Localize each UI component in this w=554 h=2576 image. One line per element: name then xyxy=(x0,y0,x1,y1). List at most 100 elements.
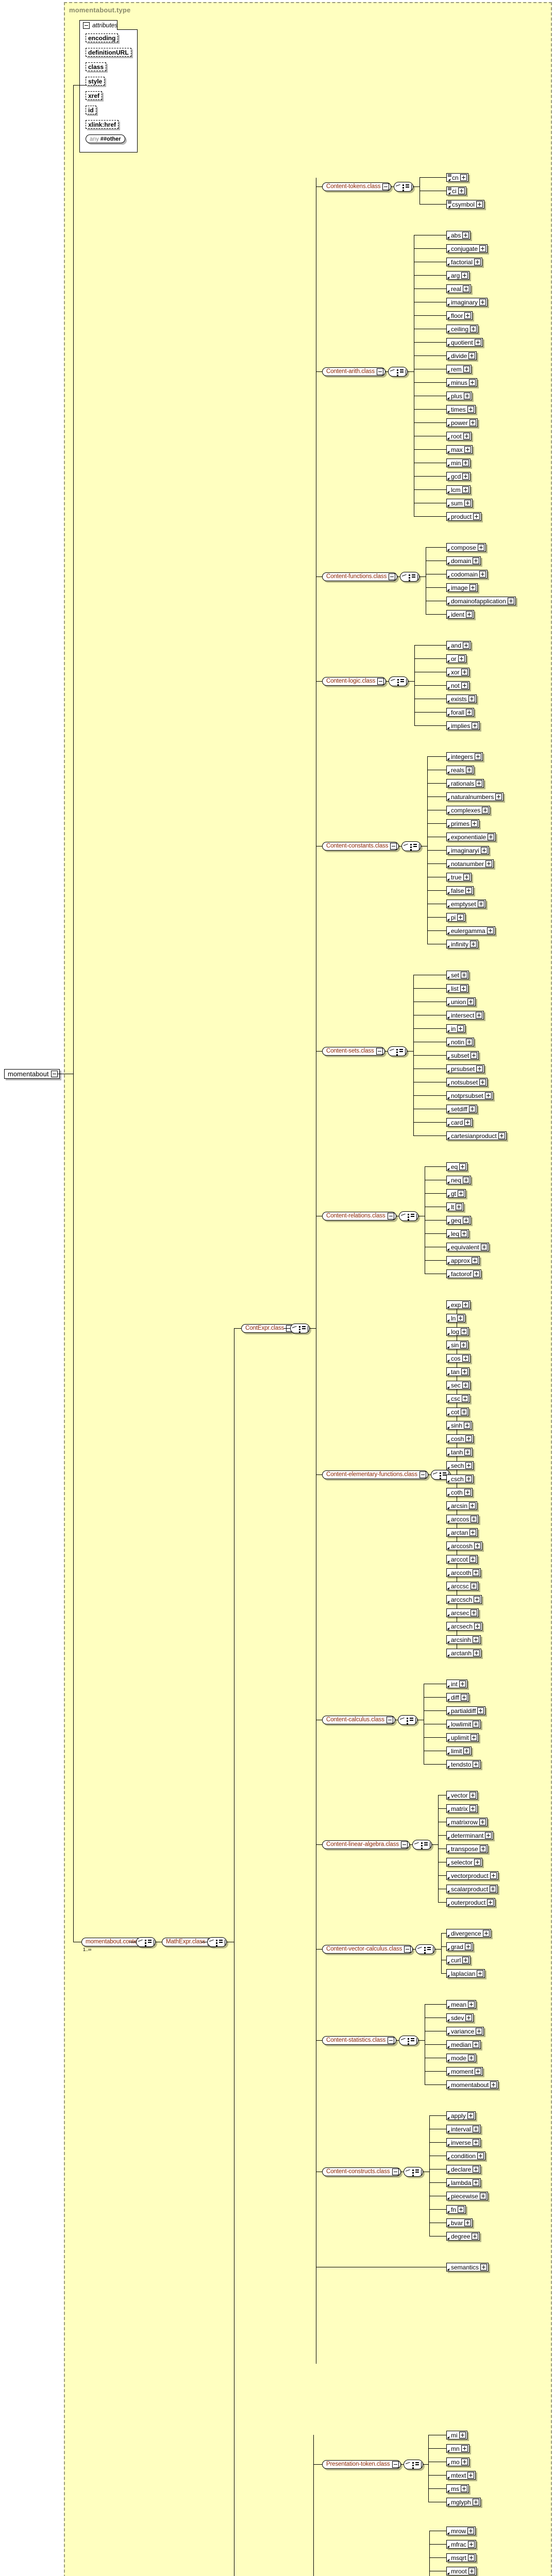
expand-toggle[interactable] xyxy=(475,753,481,760)
expand-toggle[interactable] xyxy=(464,312,471,319)
element-cn[interactable]: cn xyxy=(446,173,468,182)
group-content-linear-algebra-class[interactable]: Content-linear-algebra.class xyxy=(322,1840,410,1849)
collapse-toggle[interactable] xyxy=(419,1471,426,1478)
element-not[interactable]: not xyxy=(446,681,469,690)
element-cosh[interactable]: cosh xyxy=(446,1434,474,1443)
element-bvar[interactable]: bvar xyxy=(446,2218,473,2227)
element-mo[interactable]: mo xyxy=(446,2458,469,2466)
element-mode[interactable]: mode xyxy=(446,2054,476,2062)
expand-toggle[interactable] xyxy=(461,2485,467,2492)
group-content-functions-class[interactable]: Content-functions.class xyxy=(322,572,397,581)
expand-toggle[interactable] xyxy=(462,232,469,239)
expand-toggle[interactable] xyxy=(462,1355,469,1362)
element-mrow[interactable]: mrow xyxy=(446,2527,476,2535)
element-csymbol[interactable]: csymbol xyxy=(446,200,484,209)
expand-toggle[interactable] xyxy=(463,433,470,439)
group-presentation-token-class[interactable]: Presentation-token.class xyxy=(322,2460,401,2469)
expand-toggle[interactable] xyxy=(468,2055,475,2061)
expand-toggle[interactable] xyxy=(468,352,475,359)
element-and[interactable]: and xyxy=(446,641,471,650)
element-sec[interactable]: sec xyxy=(446,1381,471,1389)
expand-toggle[interactable] xyxy=(461,1328,467,1335)
expand-toggle[interactable] xyxy=(469,1529,476,1536)
element-sin[interactable]: sin xyxy=(446,1341,468,1349)
element-mi[interactable]: mi xyxy=(446,2431,467,2439)
element-min[interactable]: min xyxy=(446,459,471,467)
expand-toggle[interactable] xyxy=(470,941,477,947)
expand-toggle[interactable] xyxy=(476,2028,482,2035)
element-degree[interactable]: degree xyxy=(446,2232,480,2241)
element-apply[interactable]: apply xyxy=(446,2111,476,2120)
expand-toggle[interactable] xyxy=(464,393,471,399)
element-csc[interactable]: csc xyxy=(446,1394,470,1403)
collapse-toggle[interactable] xyxy=(404,1946,411,1953)
expand-toggle[interactable] xyxy=(464,1422,471,1429)
element-approx[interactable]: approx xyxy=(446,1256,480,1265)
expand-toggle[interactable] xyxy=(477,2153,484,2159)
choice-compositor[interactable] xyxy=(388,367,408,377)
choice-compositor[interactable] xyxy=(400,572,419,582)
expand-toggle[interactable] xyxy=(463,1177,469,1183)
expand-toggle[interactable] xyxy=(471,1583,477,1589)
expand-toggle[interactable] xyxy=(467,2112,474,2119)
expand-toggle[interactable] xyxy=(469,1805,476,1812)
element-cot[interactable]: cot xyxy=(446,1408,469,1416)
element-sinh[interactable]: sinh xyxy=(446,1421,472,1430)
element-arg[interactable]: arg xyxy=(446,271,469,280)
expand-toggle[interactable] xyxy=(476,201,483,208)
expand-toggle[interactable] xyxy=(460,985,467,992)
element-set[interactable]: set xyxy=(446,971,469,979)
expand-toggle[interactable] xyxy=(473,557,479,564)
element-arccot[interactable]: arccot xyxy=(446,1555,478,1564)
expand-toggle[interactable] xyxy=(462,1301,469,1308)
attribute-class[interactable]: class xyxy=(86,62,106,71)
expand-toggle[interactable] xyxy=(462,1957,469,1963)
expand-toggle[interactable] xyxy=(458,2206,464,2213)
expand-toggle[interactable] xyxy=(480,2193,486,2199)
group-content-relations-class[interactable]: Content-relations.class xyxy=(322,1212,396,1221)
element-real[interactable]: real xyxy=(446,284,471,293)
element-eulergamma[interactable]: eulergamma xyxy=(446,926,495,935)
expand-toggle[interactable] xyxy=(461,1368,468,1375)
choice-compositor[interactable] xyxy=(404,2460,423,2469)
expand-toggle[interactable] xyxy=(464,1489,471,1496)
expand-toggle[interactable] xyxy=(461,972,467,978)
element-gcd[interactable]: gcd xyxy=(446,472,471,481)
any-wildcard[interactable]: any ##other xyxy=(86,134,125,143)
expand-toggle[interactable] xyxy=(464,2219,471,2226)
element-exists[interactable]: exists xyxy=(446,694,477,703)
expand-toggle[interactable] xyxy=(498,1132,505,1139)
element-mglyph[interactable]: mglyph xyxy=(446,2498,481,2506)
element-image[interactable]: image xyxy=(446,583,478,592)
group-content-elementary-functions-class[interactable]: Content-elementary-functions.class xyxy=(322,1470,428,1479)
expand-toggle[interactable] xyxy=(475,339,481,346)
expand-toggle[interactable] xyxy=(463,366,470,372)
collapse-toggle[interactable] xyxy=(392,2461,399,2468)
element-lt[interactable]: lt xyxy=(446,1202,464,1211)
element-exp[interactable]: exp xyxy=(446,1300,471,1309)
element-lambda[interactable]: lambda xyxy=(446,2178,481,2187)
expand-toggle[interactable] xyxy=(479,299,486,306)
expand-toggle[interactable] xyxy=(473,513,480,520)
element-arcsin[interactable]: arcsin xyxy=(446,1501,477,1510)
element-tendsto[interactable]: tendsto xyxy=(446,1760,481,1769)
expand-toggle[interactable] xyxy=(464,1449,471,1455)
element-sech[interactable]: sech xyxy=(446,1461,474,1470)
element-curl[interactable]: curl xyxy=(446,1956,471,1964)
element-leq[interactable]: leq xyxy=(446,1229,469,1238)
choice-compositor[interactable] xyxy=(389,676,408,686)
element-interval[interactable]: interval xyxy=(446,2125,481,2133)
element-minus[interactable]: minus xyxy=(446,378,477,387)
choice-compositor-mathexpr[interactable] xyxy=(207,1937,227,1947)
element-log[interactable]: log xyxy=(446,1327,469,1336)
expand-toggle[interactable] xyxy=(487,927,494,934)
expand-toggle[interactable] xyxy=(461,1694,467,1701)
element-imaginary[interactable]: imaginary xyxy=(446,298,488,307)
element-exponentiale[interactable]: exponentiale xyxy=(446,833,496,841)
expand-toggle[interactable] xyxy=(481,847,488,854)
expand-toggle[interactable] xyxy=(469,1106,476,1112)
element-mn[interactable]: mn xyxy=(446,2444,469,2453)
choice-compositor[interactable] xyxy=(399,2036,418,2045)
group-content-arith-class[interactable]: Content-arith.class xyxy=(322,367,385,376)
expand-toggle[interactable] xyxy=(473,1270,480,1277)
